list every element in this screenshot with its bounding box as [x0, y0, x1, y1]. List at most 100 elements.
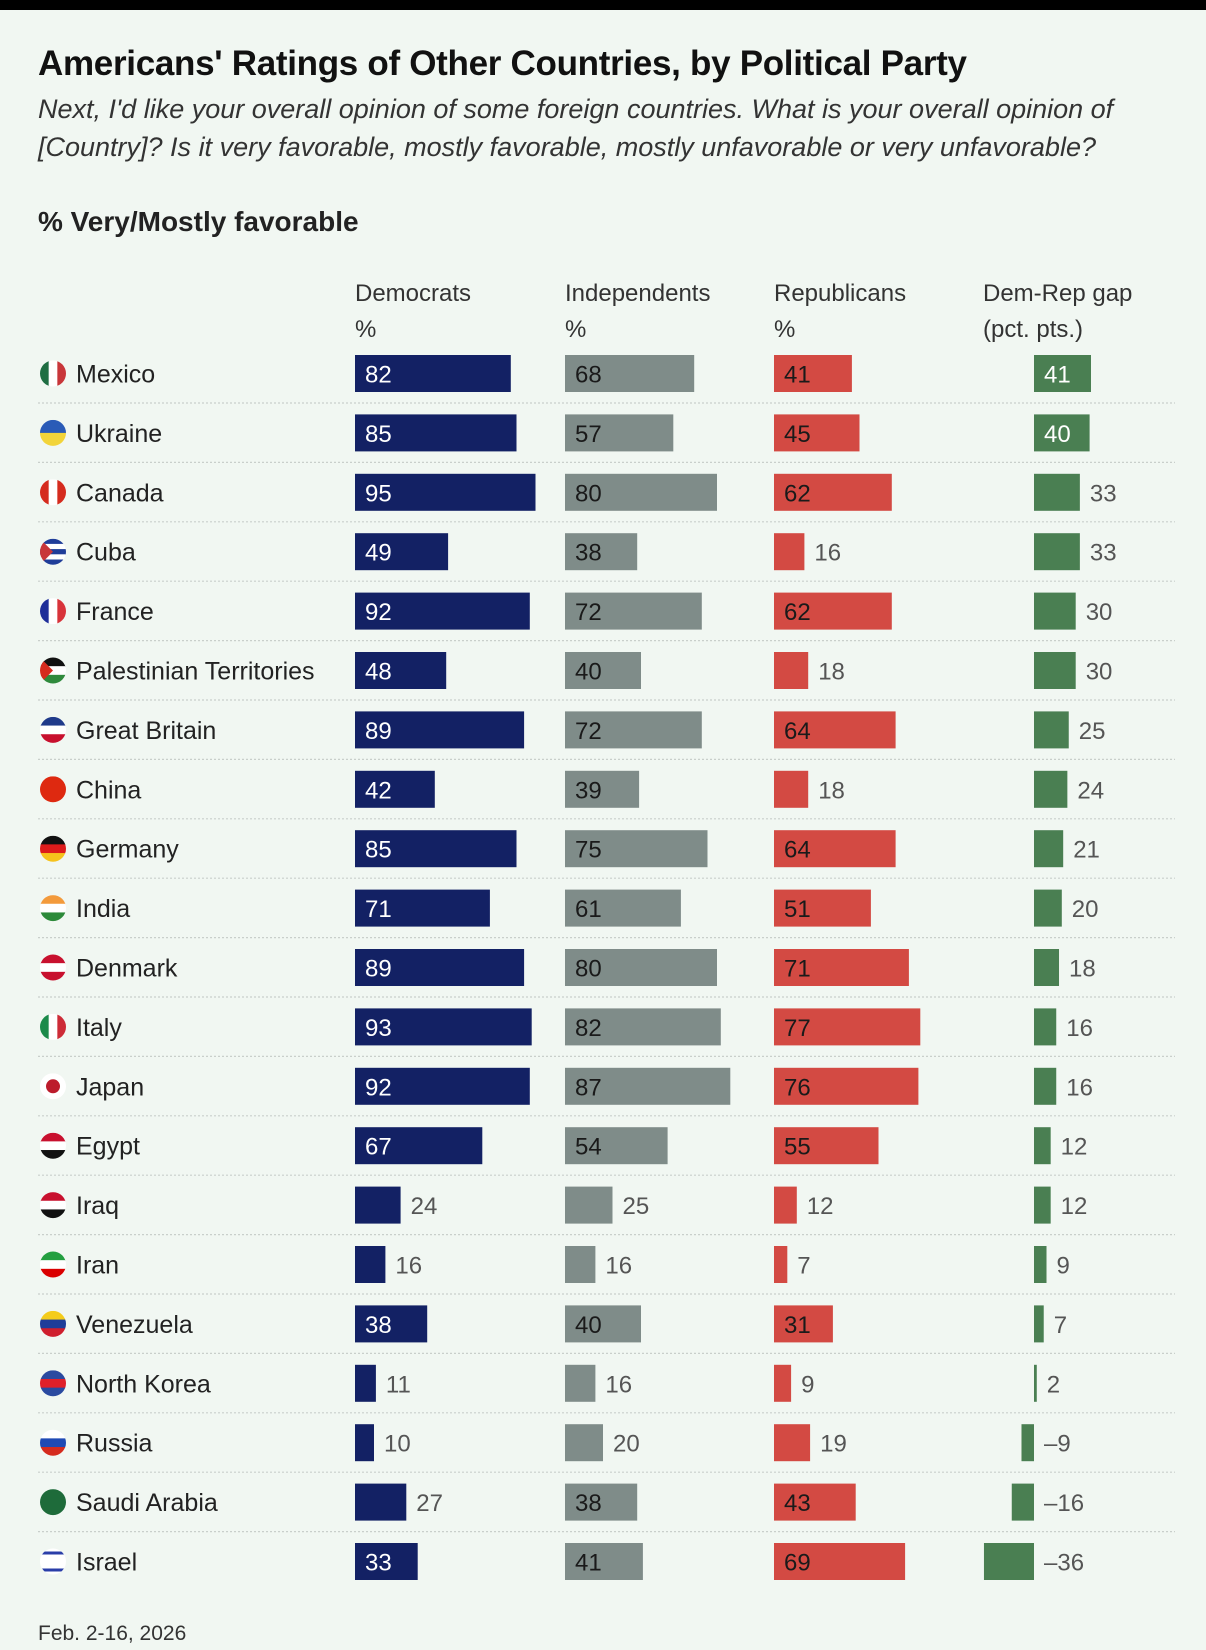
gap-value-label: 18 [1069, 956, 1096, 983]
country-label: India [76, 895, 130, 923]
rep-bar [774, 1424, 811, 1462]
table-row: China 42 39 18 24 [38, 770, 1175, 820]
dem-value-label: 49 [365, 540, 392, 567]
cuba-flag-icon [40, 538, 66, 565]
dem-value-label: 93 [365, 1015, 392, 1042]
country-label: Germany [76, 836, 179, 864]
rep-bar [774, 592, 892, 630]
rep-value-label: 12 [807, 1193, 834, 1220]
table-row: Mexico 82 68 41 41 [38, 355, 1175, 404]
india-flag-icon [40, 895, 66, 922]
gap-value-label: 33 [1090, 480, 1117, 507]
gap-bar [1021, 1424, 1034, 1462]
dem-bar [355, 652, 447, 689]
dem-value-label: 92 [365, 599, 392, 626]
country-label: Mexico [76, 361, 155, 389]
dem-bar [355, 1246, 386, 1283]
rep-bar [774, 1008, 921, 1046]
ind-bar [565, 592, 702, 630]
column-header-gap: Dem-Rep gap (pct. pts.) [983, 276, 1132, 348]
dem-value-label: 42 [365, 777, 392, 804]
gap-bar [1034, 1246, 1047, 1283]
column-header-democrats: Democrats % [355, 276, 471, 348]
gap-bar [1034, 949, 1060, 986]
ind-bar [565, 830, 708, 868]
saudi-arabia-flag-icon [40, 1489, 66, 1516]
table-row: Japan 92 87 76 16 [38, 1067, 1175, 1117]
dem-bar [355, 1008, 532, 1046]
rep-bar [774, 355, 852, 392]
gap-bar [1011, 1483, 1034, 1521]
column-header-line2: (pct. pts.) [983, 316, 1084, 343]
ind-value-label: 57 [575, 421, 602, 448]
ind-bar [565, 770, 640, 808]
column-header-line1: Democrats [355, 280, 472, 307]
ind-bar [565, 1424, 603, 1462]
ind-bar [565, 1246, 596, 1283]
dem-bar [355, 949, 525, 986]
column-header-line1: Independents [565, 280, 711, 307]
gap-value-label: 16 [1066, 1015, 1093, 1042]
gap-value-label: 40 [1044, 421, 1071, 448]
dem-value-label: 89 [365, 956, 392, 983]
ind-value-label: 41 [575, 1550, 602, 1577]
country-label: Venezuela [76, 1311, 193, 1339]
rep-value-label: 7 [797, 1253, 810, 1280]
italy-flag-icon [40, 1013, 66, 1040]
rep-bar [774, 889, 871, 927]
dem-bar [355, 1186, 401, 1224]
iraq-flag-icon [40, 1192, 66, 1219]
gap-bar [1034, 889, 1062, 927]
ind-bar [565, 949, 717, 986]
rep-value-label: 62 [784, 599, 811, 626]
gap-value-label: –16 [1044, 1490, 1084, 1517]
table-row: Russia 10 20 19 –9 [38, 1424, 1175, 1473]
ind-bar [565, 1543, 643, 1580]
country-label: Canada [76, 479, 164, 507]
rep-bar [774, 770, 809, 808]
ind-value-label: 40 [575, 1312, 602, 1339]
rep-bar [774, 1186, 797, 1224]
ind-bar [565, 1186, 613, 1224]
survey-date: Feb. 2-16, 2026 [38, 1622, 187, 1645]
gap-bar [1034, 355, 1091, 392]
rep-bar [774, 711, 896, 749]
rep-value-label: 71 [784, 956, 811, 983]
ind-value-label: 80 [575, 956, 602, 983]
gap-bar [1034, 1067, 1057, 1105]
rep-bar [774, 830, 896, 868]
rep-value-label: 51 [784, 896, 811, 923]
country-label: China [76, 776, 141, 804]
table-row: Palestinian Territories 48 40 18 30 [38, 652, 1175, 701]
ind-bar [565, 414, 674, 452]
rep-value-label: 18 [818, 777, 845, 804]
country-label: Iraq [76, 1192, 119, 1220]
ind-value-label: 72 [575, 718, 602, 745]
table-row: Germany 85 75 64 21 [38, 830, 1175, 879]
gap-value-label: 33 [1090, 540, 1117, 567]
gap-value-label: 30 [1086, 599, 1113, 626]
dem-bar [355, 711, 525, 749]
country-label: Saudi Arabia [76, 1489, 218, 1517]
rep-value-label: 76 [784, 1074, 811, 1101]
ind-value-label: 39 [575, 777, 602, 804]
ind-value-label: 68 [575, 362, 602, 389]
dem-bar [355, 1127, 483, 1165]
gap-bar [1034, 1305, 1044, 1343]
gap-value-label: –9 [1044, 1431, 1071, 1458]
rep-value-label: 77 [784, 1015, 811, 1042]
gap-bar [1034, 652, 1076, 689]
ind-bar [565, 355, 695, 392]
ind-value-label: 72 [575, 599, 602, 626]
canada-flag-icon [40, 479, 66, 506]
ind-bar [565, 533, 638, 571]
rep-value-label: 69 [784, 1550, 811, 1577]
dem-value-label: 16 [395, 1253, 422, 1280]
gap-bar [1034, 473, 1080, 511]
dem-bar [355, 889, 490, 927]
gap-bar [1034, 1364, 1037, 1402]
column-header-line1: Republicans [774, 280, 907, 307]
dem-bar [355, 1483, 407, 1521]
dem-value-label: 24 [411, 1193, 438, 1220]
dem-bar [355, 770, 435, 808]
